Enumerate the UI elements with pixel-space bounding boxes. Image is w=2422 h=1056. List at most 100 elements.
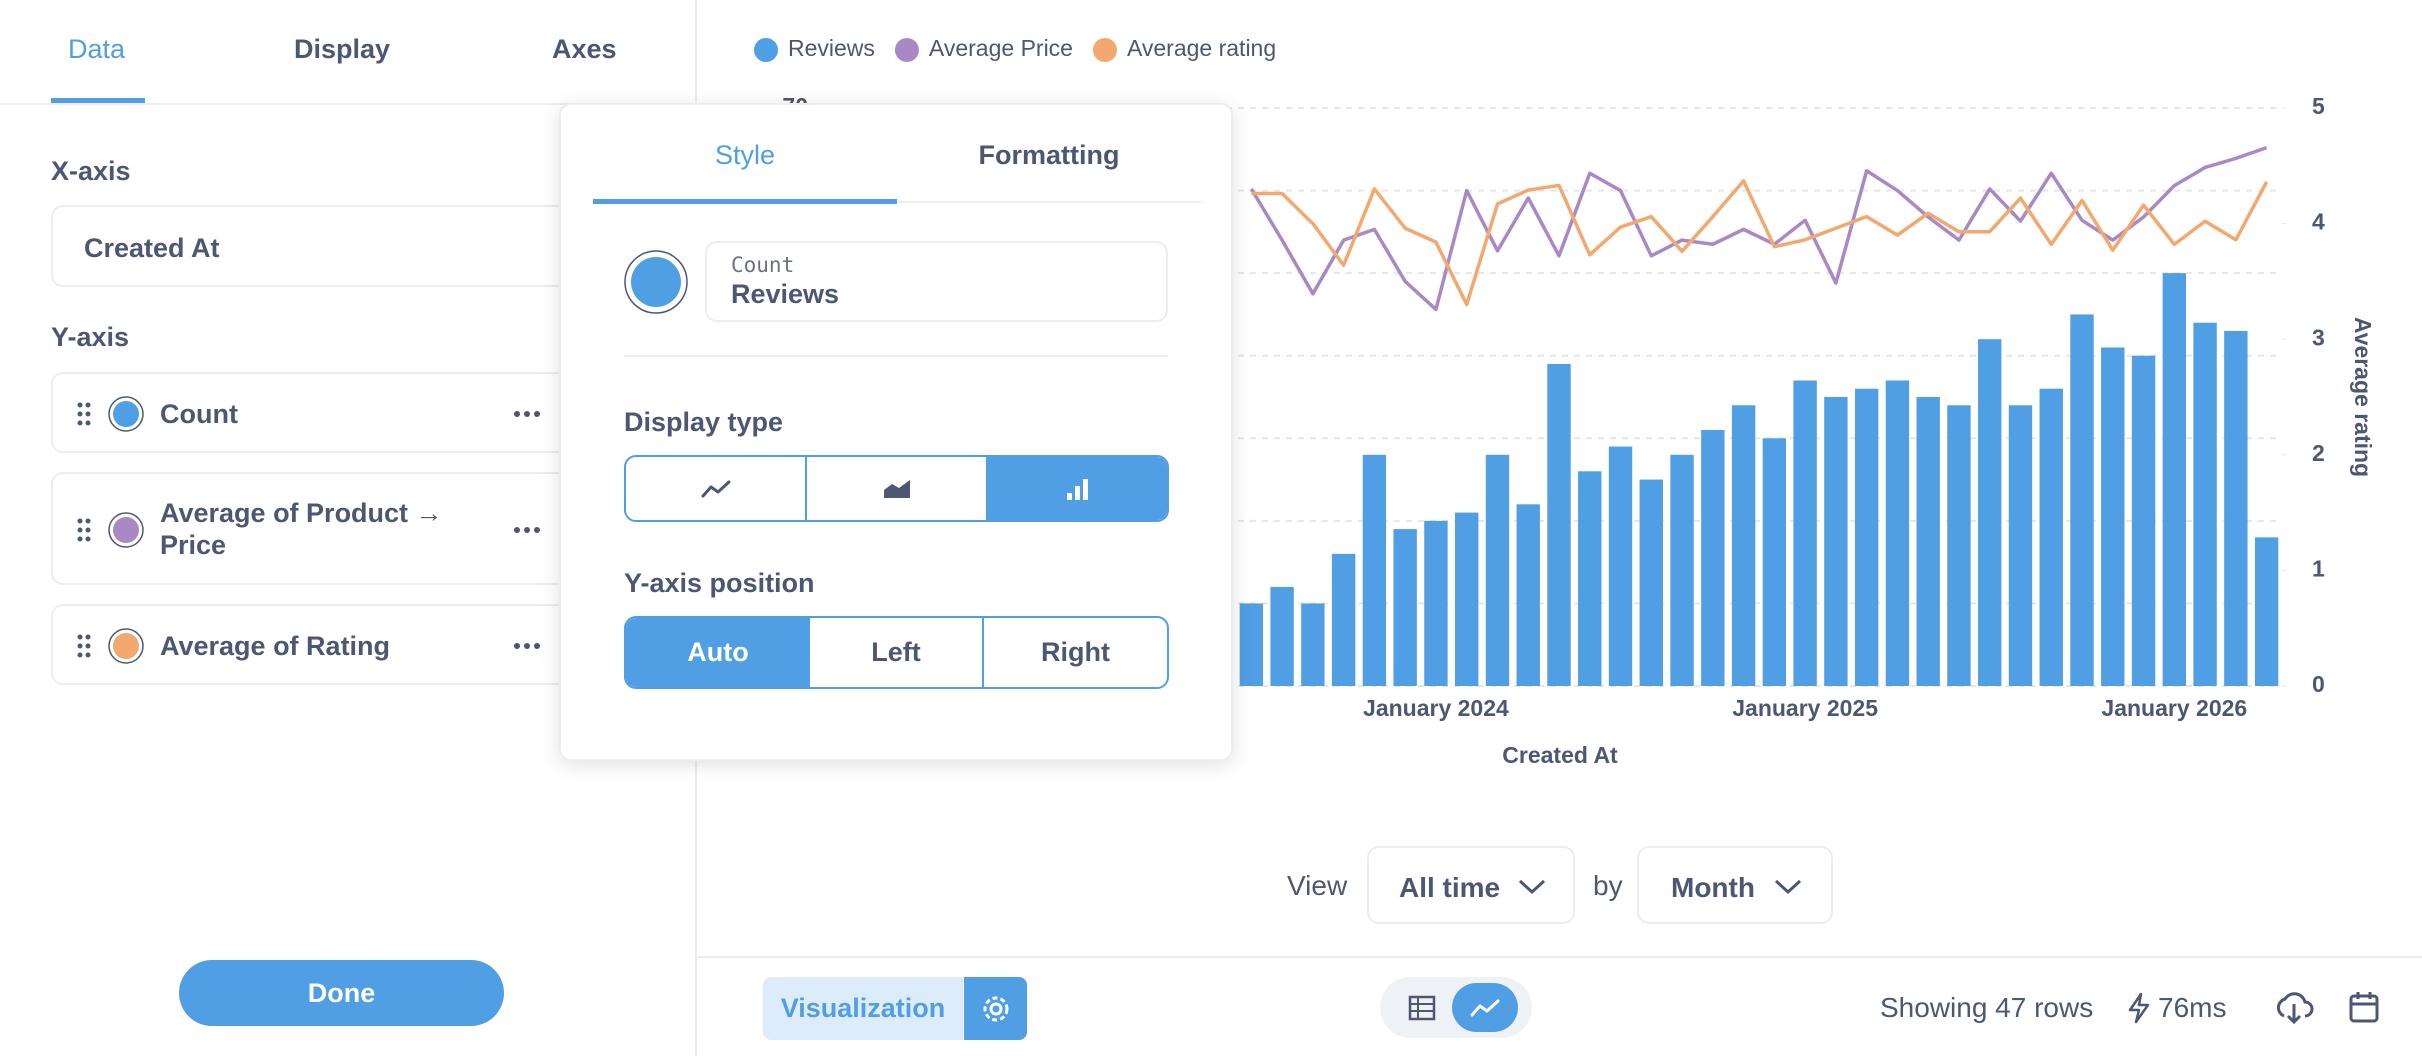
section-label: Y-axis position	[624, 568, 815, 598]
bar-type-button[interactable]	[988, 457, 1167, 520]
divider	[0, 103, 697, 105]
legend-dot	[754, 38, 778, 62]
line-icon	[701, 480, 730, 497]
section-label: Display type	[624, 407, 784, 437]
download-icon[interactable]	[2274, 990, 2314, 1026]
view-toggle	[1380, 977, 1532, 1038]
y-axis-position-group: Auto Left Right	[624, 616, 1169, 689]
bar	[1608, 446, 1633, 686]
chart-toggle[interactable]	[1452, 983, 1518, 1032]
row-count: Showing 47 rows	[1880, 992, 2094, 1023]
done-button[interactable]: Done	[179, 960, 504, 1026]
color-dot[interactable]	[107, 511, 145, 549]
gear-icon	[983, 996, 1008, 1021]
bar	[1331, 553, 1356, 686]
tab[interactable]: Style	[714, 140, 776, 170]
x-tick-label: January 2025	[1732, 695, 1878, 721]
dropdown-value: All time	[1399, 872, 1501, 903]
bar	[1455, 512, 1479, 686]
legend-label: Average Price	[929, 35, 1073, 61]
lightning-icon	[2128, 992, 2150, 1024]
bar	[1239, 603, 1264, 686]
series-item[interactable]: Average of Rating	[51, 604, 611, 685]
tab-underline	[593, 199, 897, 204]
color-dot[interactable]	[107, 395, 145, 433]
range-dropdown[interactable]: All time	[1367, 846, 1575, 924]
bar	[2131, 355, 2156, 686]
color-picker[interactable]	[623, 249, 689, 315]
bar	[1639, 479, 1663, 686]
calendar-icon[interactable]	[2348, 990, 2380, 1024]
by-label: by	[1593, 870, 1623, 901]
bar	[1362, 454, 1387, 686]
line-type-button[interactable]	[626, 457, 807, 520]
tab-underline	[51, 98, 145, 103]
area-type-button[interactable]	[807, 457, 988, 520]
tab[interactable]: Axes	[552, 34, 617, 64]
drag-handle[interactable]	[77, 402, 91, 426]
bar-icon	[1066, 478, 1088, 500]
drag-handle[interactable]	[77, 634, 91, 658]
bar	[2254, 537, 2279, 686]
section-label: Y-axis	[51, 322, 130, 352]
display-type-group	[624, 455, 1169, 522]
bar	[1885, 380, 1910, 686]
legend-label: Reviews	[788, 35, 875, 61]
unit-dropdown[interactable]: Month	[1637, 846, 1833, 924]
table-icon[interactable]	[1408, 995, 1436, 1021]
series-item[interactable]: Count	[51, 372, 611, 453]
y2-tick-label: 1	[2312, 555, 2325, 581]
bar	[1670, 454, 1694, 686]
chevron	[1518, 879, 1546, 895]
section-label: X-axis	[51, 156, 131, 186]
x-tick-label: January 2026	[2101, 695, 2247, 721]
position-button[interactable]: Auto	[626, 618, 810, 687]
bar	[2193, 322, 2217, 686]
more-menu[interactable]	[513, 642, 541, 650]
bar	[2101, 347, 2125, 686]
bar	[1270, 586, 1294, 686]
series-name-input[interactable]: Count Reviews	[705, 241, 1168, 322]
bar	[2008, 405, 2033, 686]
chevron	[1774, 879, 1802, 895]
more-menu[interactable]	[513, 526, 541, 534]
divider	[697, 956, 2422, 958]
tab[interactable]: Formatting	[978, 140, 1120, 170]
legend-label: Average rating	[1127, 35, 1276, 61]
tab[interactable]: Display	[294, 34, 391, 64]
bar	[2162, 273, 2187, 686]
tab[interactable]: Data	[68, 34, 126, 64]
line	[1251, 179, 2269, 307]
visualization-button[interactable]: Visualization	[763, 977, 963, 1040]
bar	[1485, 454, 1510, 686]
bar	[1978, 339, 2002, 686]
drag-handle[interactable]	[77, 518, 91, 542]
color-dot[interactable]	[107, 627, 145, 665]
divider	[624, 355, 1168, 357]
position-button[interactable]: Left	[810, 618, 984, 687]
bar	[1701, 430, 1725, 686]
bar	[1424, 520, 1448, 686]
y2-tick-label: 0	[2312, 671, 2325, 697]
area-icon	[883, 479, 910, 498]
position-button[interactable]: Right	[1041, 637, 1110, 667]
bar	[1762, 438, 1787, 686]
series-item[interactable]: Average of Product → Price	[51, 472, 611, 585]
popover: Style Formatting Count Reviews Display t…	[559, 103, 1233, 761]
y2-tick-label: 4	[2312, 209, 2325, 235]
y2-tick-label: 5	[2312, 93, 2325, 119]
line-icon	[1470, 999, 1500, 1016]
input-caption: Count	[731, 253, 795, 277]
bar	[2070, 314, 2094, 686]
y2-tick-label: 3	[2312, 324, 2325, 350]
bar	[1516, 504, 1540, 686]
settings-button[interactable]	[964, 977, 1027, 1040]
bar	[2039, 388, 2063, 686]
y2-axis-title: Average rating	[2350, 317, 2376, 477]
x-tick-label: January 2024	[1363, 695, 1509, 721]
series-label: Count	[160, 399, 238, 429]
legend-dot	[1092, 38, 1117, 62]
more-menu[interactable]	[513, 410, 541, 418]
x-axis-select[interactable]: Created At	[51, 205, 611, 287]
